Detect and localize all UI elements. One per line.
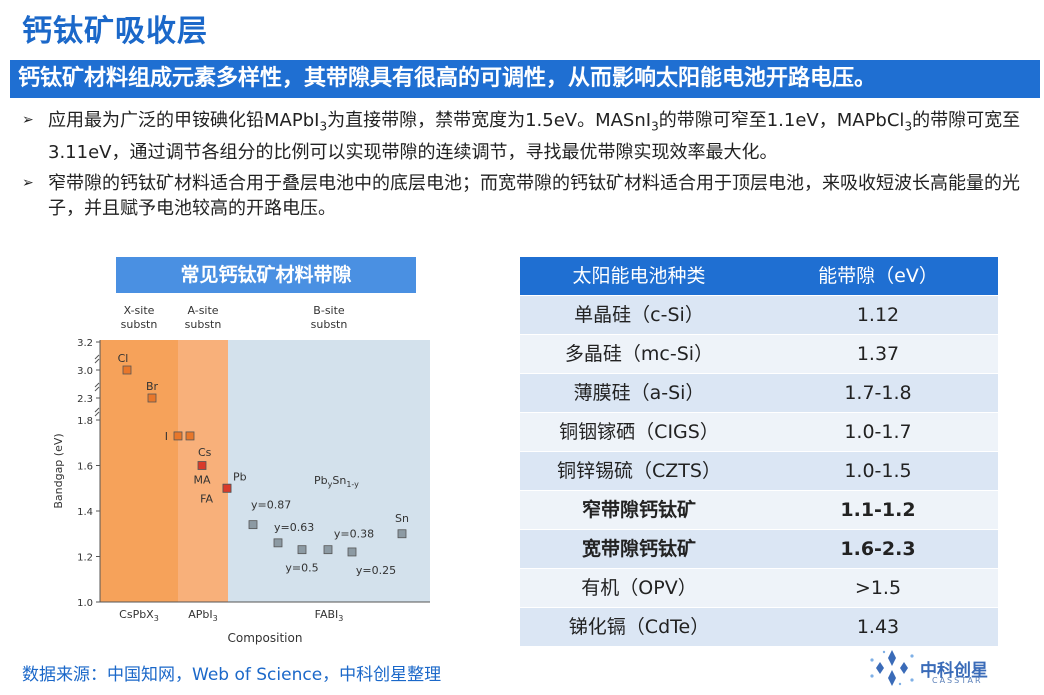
data-source-note: 数据来源：中国知网，Web of Science，中科创星整理	[22, 665, 442, 685]
cell-bandgap: 1.37	[856, 343, 900, 365]
data-point	[273, 538, 283, 548]
bullet-item-2: ➢ 窄带隙的钙钛矿材料适合用于叠层电池中的底层电池；而宽带隙的钙钛矿材料适合用于…	[22, 171, 1037, 221]
y-tick-label: 1.2	[77, 553, 93, 564]
data-point-label: Br	[146, 380, 159, 393]
y-tick-label: 1.6	[77, 462, 93, 473]
bullet-list: ➢ 应用最为广泛的甲铵碘化铅MAPbI3为直接带隙，禁带宽度为1.5eV。MAS…	[22, 108, 1037, 227]
x-axis-label: Composition	[228, 631, 303, 645]
region-label-bottom: substn	[121, 318, 158, 331]
table-row: 宽带隙钙钛矿 1.6-2.3	[520, 530, 998, 569]
logo-text: 中科创星	[920, 661, 988, 681]
cell-cell-type: 宽带隙钙钛矿	[581, 538, 696, 560]
cell-bandgap: 1.7-1.8	[844, 382, 912, 404]
arrow-bullet-icon: ➢	[22, 112, 34, 128]
cell-cell-type: 铜锌锡硫（CZTS）	[557, 460, 721, 482]
data-point-label: y=0.63	[274, 521, 314, 534]
table-header-type: 太阳能电池种类	[572, 265, 706, 287]
cell-bandgap: 1.0-1.7	[844, 421, 912, 443]
y-tick-label: 1.8	[77, 416, 93, 427]
y-tick-label: 1.4	[77, 507, 93, 518]
region-composition-label: CsPbX3	[119, 608, 159, 623]
cell-cell-type: 锑化镉（CdTe）	[568, 616, 710, 638]
casstar-logo-icon	[870, 650, 914, 686]
cell-cell-type: 单晶硅（c-Si）	[574, 304, 704, 326]
data-point-label: I	[165, 430, 168, 443]
y-tick-label: 3.0	[77, 366, 93, 377]
arrow-bullet-icon: ➢	[22, 174, 34, 191]
table-row: 薄膜硅（a-Si） 1.7-1.8	[520, 374, 998, 413]
cell-bandgap: 1.1-1.2	[840, 499, 916, 521]
table-header-row: 太阳能电池种类 能带隙（eV）	[520, 257, 998, 296]
table-body: 单晶硅（c-Si） 1.12 多晶硅（mc-Si） 1.37 薄膜硅（a-Si） 1.7-…	[520, 296, 998, 647]
y-tick-label: 2.3	[77, 394, 93, 405]
bullet-1-text: 应用最为广泛的甲铵碘化铅MAPbI3为直接带隙，禁带宽度为1.5eV。MASnI…	[48, 110, 1021, 163]
data-point	[197, 461, 207, 470]
data-point-label: FA	[200, 492, 213, 505]
axis-break-icon	[94, 407, 100, 417]
bandgap-chart: X-sitesubstnCsPbX3A-sitesubstnAPbI3B-sit…	[52, 304, 430, 645]
data-point-label: Pb	[233, 470, 247, 483]
data-point	[397, 529, 407, 539]
region-label-top: B-site	[313, 304, 345, 317]
data-point	[347, 547, 357, 557]
region-label-top: A-site	[187, 304, 218, 317]
table-row: 多晶硅（mc-Si） 1.37	[520, 335, 998, 374]
axis-break-icon	[94, 354, 100, 364]
data-point	[248, 520, 258, 530]
chart-header: 常见钙钛矿材料带隙	[116, 257, 416, 293]
data-point	[323, 545, 333, 555]
data-point-label: y=0.38	[334, 528, 374, 541]
data-point	[147, 393, 157, 403]
data-point	[297, 545, 307, 555]
bullet-item-1: ➢ 应用最为广泛的甲铵碘化铅MAPbI3为直接带隙，禁带宽度为1.5eV。MAS…	[22, 108, 1037, 165]
y-axis-label: Bandgap (eV)	[52, 433, 65, 508]
data-point-label: Sn	[395, 512, 409, 525]
region-1	[178, 340, 228, 602]
table-row: 铜锌锡硫（CZTS） 1.0-1.5	[520, 452, 998, 491]
data-point	[185, 431, 195, 441]
data-point-label: Cl	[118, 352, 129, 365]
region-composition-label: FABI3	[315, 608, 344, 623]
region-label-top: X-site	[124, 304, 155, 317]
data-point	[173, 431, 183, 441]
cell-cell-type: 窄带隙钙钛矿	[581, 499, 696, 521]
table-row: 有机（OPV） >1.5	[520, 569, 998, 608]
cell-cell-type: 铜铟镓硒（CIGS）	[559, 421, 719, 443]
data-point	[222, 483, 232, 493]
region-composition-label: APbI3	[188, 608, 217, 623]
table-header-gap: 能带隙（eV）	[818, 265, 938, 287]
data-point-label: MA	[193, 474, 210, 487]
cell-bandgap: 1.6-2.3	[840, 538, 916, 560]
data-point-label: Cs	[198, 446, 212, 459]
region-label-bottom: substn	[311, 318, 348, 331]
table-row: 单晶硅（c-Si） 1.12	[520, 296, 998, 335]
cell-cell-type: 薄膜硅（a-Si）	[573, 382, 705, 404]
page-title: 钙钛矿吸收层	[22, 14, 208, 49]
table-row: 铜铟镓硒（CIGS） 1.0-1.7	[520, 413, 998, 452]
cell-bandgap: 1.43	[856, 616, 900, 638]
data-point-label: y=0.87	[251, 499, 291, 512]
cell-cell-type: 多晶硅（mc-Si）	[564, 343, 714, 365]
data-point	[122, 365, 132, 375]
region-label-bottom: substn	[185, 318, 222, 331]
summary-banner: 钙钛矿材料组成元素多样性，其带隙具有很高的可调性，从而影响太阳能电池开路电压。	[10, 60, 1040, 98]
table-row: 窄带隙钙钛矿 1.1-1.2	[520, 491, 998, 530]
y-tick-label: 1.0	[77, 598, 93, 609]
logo-subtext: CASSTAR	[932, 676, 983, 685]
region-0	[100, 340, 178, 602]
data-point-label: y=0.5	[285, 562, 318, 575]
table-row: 锑化镉（CdTe） 1.43	[520, 608, 998, 647]
bullet-2-text: 窄带隙的钙钛矿材料适合用于叠层电池中的底层电池；而宽带隙的钙钛矿材料适合用于顶层…	[48, 172, 1020, 219]
cell-bandgap: 1.0-1.5	[844, 460, 912, 482]
cell-cell-type: 有机（OPV）	[581, 577, 697, 599]
bandgap-table: 太阳能电池种类 能带隙（eV） 单晶硅（c-Si） 1.12 多晶硅（mc-Si） 1…	[520, 257, 998, 647]
cell-bandgap: 1.12	[856, 304, 900, 326]
region-2	[228, 340, 430, 602]
cell-bandgap: >1.5	[854, 577, 902, 599]
data-point-label: y=0.25	[356, 564, 396, 577]
axis-break-icon	[94, 382, 100, 392]
y-tick-label: 3.2	[77, 338, 93, 349]
